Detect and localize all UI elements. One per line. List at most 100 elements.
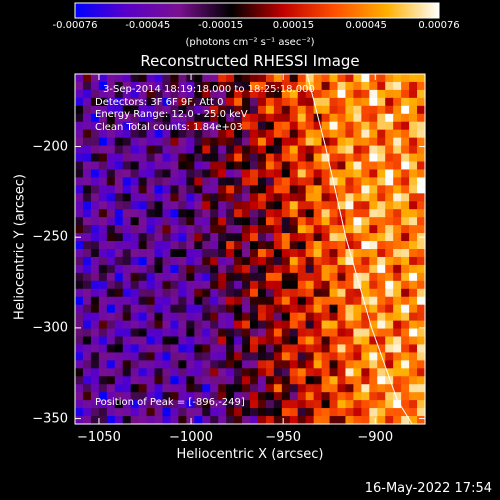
heatmap-cell (345, 344, 354, 353)
heatmap-cell (194, 161, 203, 171)
heatmap-cell (250, 209, 259, 218)
heatmap-cell (154, 145, 164, 155)
heatmap-cell (106, 217, 116, 226)
heatmap-cell (162, 280, 172, 290)
heatmap-cell (257, 121, 267, 131)
heatmap-cell (138, 336, 148, 346)
heatmap-cell (234, 97, 243, 107)
heatmap-cell (75, 169, 84, 178)
heatmap-cell (289, 105, 299, 115)
heatmap-cell (257, 81, 267, 91)
heatmap-cell (242, 352, 251, 361)
heatmap-cell (297, 233, 307, 242)
heatmap-cell (345, 81, 354, 91)
heatmap-cell (162, 360, 172, 369)
heatmap-cell (90, 288, 100, 298)
heatmap-cell (329, 161, 339, 171)
heatmap-cell (401, 129, 410, 139)
heatmap-cell (194, 320, 203, 330)
heatmap-cell (146, 105, 156, 115)
heatmap-cell (170, 304, 179, 314)
heatmap-cell (361, 145, 370, 155)
heatmap-cell (273, 376, 283, 385)
heatmap-cell (401, 193, 410, 202)
heatmap-cell (178, 416, 187, 425)
heatmap-cell (337, 344, 347, 353)
heatmap-cell (154, 344, 164, 353)
heatmap-cell (417, 344, 426, 353)
heatmap-cell (265, 161, 275, 171)
heatmap-cell (393, 233, 402, 242)
heatmap-cell (186, 137, 195, 147)
heatmap-cell (345, 145, 354, 155)
heatmap-cell (162, 129, 172, 139)
heatmap-cell (281, 352, 291, 361)
heatmap-cell (154, 74, 164, 83)
heatmap-cell (321, 177, 331, 186)
heatmap-cell (226, 129, 235, 139)
heatmap-cell (369, 145, 378, 155)
heatmap-cell (345, 169, 354, 178)
heatmap-cell (218, 400, 227, 409)
heatmap-cell (305, 288, 315, 298)
heatmap-cell (417, 241, 426, 250)
heatmap-cell (361, 400, 370, 409)
heatmap-cell (170, 241, 179, 250)
colorbar-tick-label: -0.00015 (198, 20, 244, 31)
heatmap-cell (75, 304, 84, 314)
heatmap-cell (106, 416, 116, 425)
heatmap-cell (265, 105, 275, 115)
heatmap-cell (393, 193, 402, 202)
heatmap-cell (401, 304, 410, 314)
heatmap-cell (162, 320, 172, 330)
heatmap-cell (130, 185, 140, 194)
heatmap-cell (409, 74, 418, 83)
heatmap-cell (162, 89, 172, 99)
heatmap-cell (234, 384, 243, 393)
heatmap-cell (409, 328, 418, 338)
heatmap-cell (122, 392, 132, 401)
heatmap-cell (385, 193, 394, 202)
heatmap-cell (265, 121, 275, 131)
heatmap-cell (417, 105, 426, 115)
heatmap-cell (321, 169, 331, 178)
heatmap-cell (369, 233, 378, 242)
heatmap-cell (90, 344, 100, 353)
heatmap-cell (242, 74, 251, 83)
heatmap-cell (401, 384, 410, 393)
heatmap-cell (361, 241, 370, 250)
heatmap-cell (226, 408, 235, 417)
heatmap-cell (353, 256, 362, 266)
heatmap-cell (417, 368, 426, 377)
heatmap-cell (146, 185, 156, 194)
heatmap-cell (329, 352, 339, 361)
heatmap-cell (170, 193, 179, 202)
heatmap-cell (257, 193, 267, 202)
heatmap-cell (393, 97, 402, 107)
heatmap-cell (353, 408, 362, 417)
heatmap-cell (194, 384, 203, 393)
heatmap-cell (250, 392, 259, 401)
heatmap-cell (250, 256, 259, 266)
heatmap-cell (377, 408, 386, 417)
heatmap-cell (194, 256, 203, 266)
heatmap-cell (218, 288, 227, 298)
heatmap-cell (273, 193, 283, 202)
heatmap-cell (146, 153, 156, 163)
heatmap-cell (289, 137, 299, 147)
heatmap-cell (297, 392, 307, 401)
heatmap-cell (337, 408, 347, 417)
heatmap-cell (210, 74, 219, 83)
heatmap-cell (377, 74, 386, 83)
heatmap-cell (186, 328, 195, 338)
heatmap-cell (226, 264, 235, 274)
heatmap-cell (361, 256, 370, 266)
heatmap-cell (82, 384, 92, 393)
y-tick-label: −200 (32, 139, 68, 155)
heatmap-cell (122, 233, 132, 242)
heatmap-cell (313, 376, 323, 385)
heatmap-cell (114, 304, 124, 314)
heatmap-cell (321, 328, 331, 338)
heatmap-cell (114, 384, 124, 393)
heatmap-cell (353, 193, 362, 202)
